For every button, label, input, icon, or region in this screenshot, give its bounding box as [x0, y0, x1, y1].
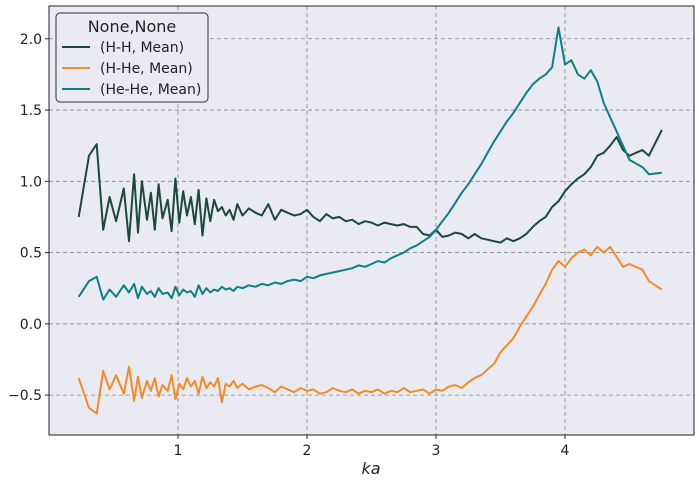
series-line-h-he-mean — [77, 245, 663, 415]
y-tick-label: 2.0 — [20, 32, 42, 48]
legend-entry: (He-He, Mean) — [62, 82, 201, 98]
x-tick-label: 3 — [432, 443, 441, 459]
y-tick-label: 1.0 — [20, 174, 42, 190]
x-axis-label: ka — [361, 459, 380, 478]
x-tick-label: 2 — [303, 443, 312, 459]
legend-title: None,None — [88, 17, 177, 36]
legend-entry: (H-He, Mean) — [62, 61, 193, 77]
x-tick-label: 1 — [174, 443, 183, 459]
legend-label: (H-H, Mean) — [100, 40, 184, 56]
legend-entry: (H-H, Mean) — [62, 40, 184, 56]
legend-box — [55, 12, 209, 103]
legend-label: (He-He, Mean) — [100, 82, 201, 98]
y-tick-label: 0.0 — [20, 317, 42, 333]
legend-label: (H-He, Mean) — [100, 61, 193, 77]
series-line-h-h-mean — [77, 129, 663, 244]
y-tick-label: −0.5 — [8, 388, 42, 404]
x-tick-label: 4 — [561, 443, 570, 459]
y-tick-label: 0.5 — [20, 246, 42, 262]
axis-ticks: 1 2 3 4 −0.5 0.0 0.5 1.0 1.5 2.0 — [8, 32, 570, 459]
plot-border — [48, 5, 695, 436]
legend: None,None (H-H, Mean) (H-He, Mean) (He-He,… — [55, 12, 209, 103]
series-line-he-he-mean — [77, 26, 662, 301]
y-tick-label: 1.5 — [20, 103, 42, 119]
series-layer — [77, 26, 663, 415]
legend-entries: (H-H, Mean) (H-He, Mean) (He-He, Mean) — [62, 40, 201, 98]
